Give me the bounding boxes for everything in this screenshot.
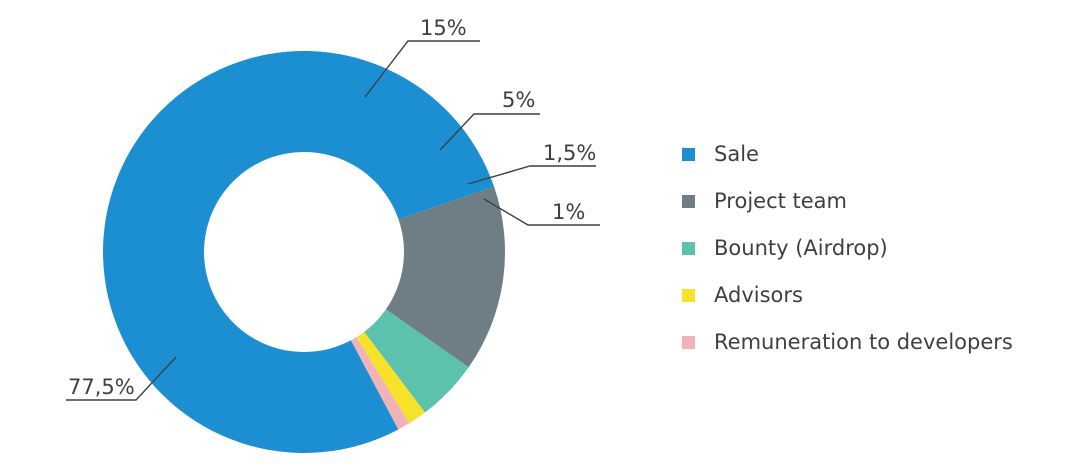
legend-label-remuneration-to-developers: Remuneration to developers xyxy=(714,330,1013,354)
donut-slices xyxy=(102,51,505,454)
legend-label-project-team: Project team xyxy=(714,189,847,213)
slice-sale xyxy=(102,51,495,454)
leader-line-project-team xyxy=(364,40,480,98)
slice-bounty-airdrop xyxy=(364,309,469,413)
value-label-project-team: 15% xyxy=(420,16,467,40)
legend-swatch-sale xyxy=(682,148,695,161)
legend-swatch-remuneration-to-developers xyxy=(682,336,695,349)
chart-legend: Sale Project team Bounty (Airdrop) Advisors… xyxy=(682,142,1013,354)
leader-line-advisors xyxy=(467,165,596,185)
slice-project-team xyxy=(385,186,505,368)
legend-swatch-bounty-airdrop xyxy=(682,242,695,255)
value-label-remuneration-to-developers: 1% xyxy=(552,200,585,224)
slice-advisors xyxy=(356,331,425,424)
legend-label-bounty-airdrop: Bounty (Airdrop) xyxy=(714,236,888,260)
legend-swatch-project-team xyxy=(682,195,695,208)
leader-line-sale xyxy=(66,356,177,401)
value-label-sale: 77,5% xyxy=(68,375,135,399)
slice-remuneration-to-developers xyxy=(350,337,410,430)
leader-line-bounty-airdrop xyxy=(439,113,540,151)
slice-callouts: 15% 5% 1,5% 1% 77,5% xyxy=(66,16,600,401)
legend-swatch-advisors xyxy=(682,289,695,302)
value-label-advisors: 1,5% xyxy=(543,141,596,165)
legend-label-sale: Sale xyxy=(714,142,759,166)
value-label-bounty-airdrop: 5% xyxy=(502,88,535,112)
leader-line-remuneration-to-developers xyxy=(483,198,600,226)
legend-label-advisors: Advisors xyxy=(714,283,803,307)
